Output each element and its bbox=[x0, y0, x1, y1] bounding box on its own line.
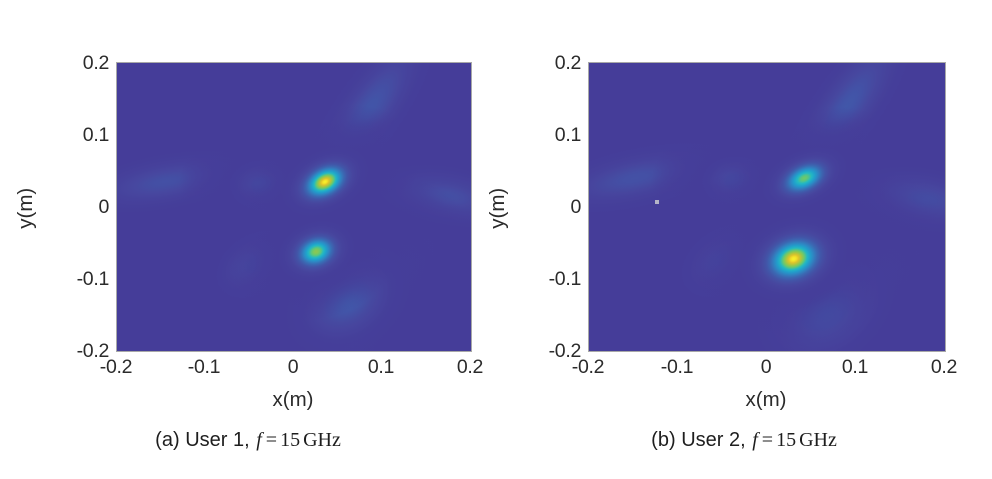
caption-label: User 2, bbox=[681, 429, 746, 451]
heatmap-plot-user-1 bbox=[116, 62, 472, 352]
y-tick-label: -0.1 bbox=[548, 268, 582, 290]
caption-frequency-unit: GHz bbox=[799, 429, 837, 451]
y-tick-label: -0.2 bbox=[76, 340, 110, 362]
panel-caption-user-2: (b) User 2, f = 15 GHz bbox=[496, 430, 992, 450]
y-tick-label: 0.1 bbox=[82, 124, 110, 146]
x-axis-title: x(m) bbox=[745, 388, 787, 411]
x-tick-label: -0.1 bbox=[660, 356, 694, 378]
x-tick-label: -0.1 bbox=[187, 356, 221, 378]
caption-prefix: (b) bbox=[651, 429, 676, 451]
caption-frequency-symbol: f bbox=[256, 429, 262, 451]
x-tick-label: 0.2 bbox=[456, 356, 484, 378]
heatmap-plot-user-2 bbox=[588, 62, 946, 352]
focal-spot-layer bbox=[726, 137, 862, 313]
x-tick-label: -0.2 bbox=[99, 356, 133, 378]
x-tick-label: 0.1 bbox=[367, 356, 395, 378]
caption-equals-sign: = bbox=[265, 429, 278, 451]
x-axis-title: x(m) bbox=[272, 388, 314, 411]
x-tick-label: 0.1 bbox=[841, 356, 869, 378]
heatmap-canvas-user-1 bbox=[117, 63, 471, 351]
y-axis-title: y(m) bbox=[485, 187, 509, 229]
y-tick-label: 0 bbox=[570, 196, 581, 218]
y-tick-label: -0.1 bbox=[76, 268, 110, 290]
x-tick-label: -0.2 bbox=[571, 356, 605, 378]
y-tick-label: 0 bbox=[98, 196, 109, 218]
heatmap-canvas-user-2 bbox=[589, 63, 945, 351]
render-artifact-dot bbox=[655, 200, 659, 204]
caption-label: User 1, bbox=[185, 429, 250, 451]
panel-user-2: 0.2 0.1 0 -0.1 -0.2 -0.2 -0.1 0 0.1 0.2 … bbox=[486, 0, 992, 479]
caption-equals-sign: = bbox=[761, 429, 774, 451]
caption-frequency-unit: GHz bbox=[303, 429, 341, 451]
panel-caption-user-1: (a) User 1, f = 15 GHz bbox=[0, 430, 496, 450]
caption-frequency-symbol: f bbox=[752, 429, 758, 451]
x-tick-label: 0 bbox=[760, 356, 772, 378]
y-tick-label: 0.1 bbox=[554, 124, 582, 146]
caption-frequency-value: 15 bbox=[776, 429, 797, 451]
y-tick-label: 0.2 bbox=[82, 52, 110, 74]
y-axis-title: y(m) bbox=[13, 187, 37, 229]
panel-user-1: 0.2 0.1 0 -0.1 -0.2 -0.2 -0.1 0 0.1 0.2 … bbox=[0, 52, 496, 450]
y-tick-label: -0.2 bbox=[548, 340, 582, 362]
caption-frequency-value: 15 bbox=[280, 429, 301, 451]
x-tick-label: 0 bbox=[287, 356, 299, 378]
caption-prefix: (a) bbox=[155, 429, 180, 451]
x-tick-label: 0.2 bbox=[930, 356, 958, 378]
y-tick-label: 0.2 bbox=[554, 52, 582, 74]
focal-spot-layer bbox=[266, 138, 380, 292]
